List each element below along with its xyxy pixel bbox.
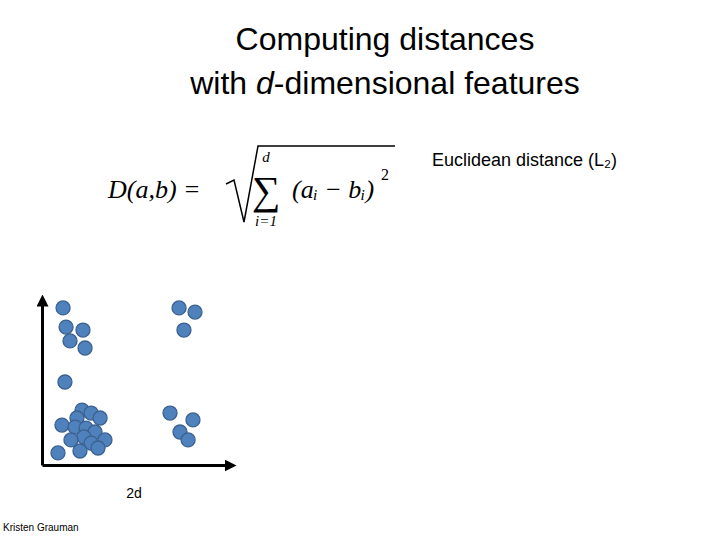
- x-axis: [43, 465, 231, 466]
- point: [177, 323, 191, 337]
- point: [93, 411, 107, 425]
- credit: Kristen Grauman: [3, 522, 79, 533]
- formula-lhs: D(a,b) =: [107, 175, 201, 204]
- point: [181, 433, 195, 447]
- formula: D(a,b) = ∑ d i=1 (aᵢ − bᵢ) 2: [107, 146, 395, 229]
- formula-term: (aᵢ − bᵢ): [292, 175, 374, 204]
- axis-line: [43, 464, 231, 467]
- point: [76, 323, 90, 337]
- title-line: Computing distances: [236, 21, 535, 57]
- point: [78, 341, 92, 355]
- formula-sum: ∑: [252, 168, 281, 213]
- slide: Computing distances with d-dimensional fe…: [0, 0, 720, 540]
- point: [186, 413, 200, 427]
- point: [63, 334, 77, 348]
- point: [58, 375, 72, 389]
- x-label: 2d: [126, 485, 142, 501]
- title: Computing distances with d-dimensional fe…: [189, 21, 580, 101]
- point: [56, 301, 70, 315]
- formula-sum-upper: d: [262, 149, 270, 165]
- radical: [226, 146, 395, 222]
- point: [163, 406, 177, 420]
- point: [188, 305, 202, 319]
- point: [55, 418, 69, 432]
- points: [51, 301, 202, 460]
- point: [73, 444, 87, 458]
- point: [51, 446, 65, 460]
- point: [91, 441, 105, 455]
- axis-line: [41, 301, 44, 466]
- point: [172, 301, 186, 315]
- formula-power: 2: [381, 166, 389, 183]
- formula-sum-lower: i=1: [255, 213, 277, 229]
- y-axis: [42, 301, 43, 466]
- title-line: with d-dimensional features: [189, 65, 580, 101]
- metric-label: Euclidean distance (L₂): [432, 150, 617, 170]
- point: [59, 320, 73, 334]
